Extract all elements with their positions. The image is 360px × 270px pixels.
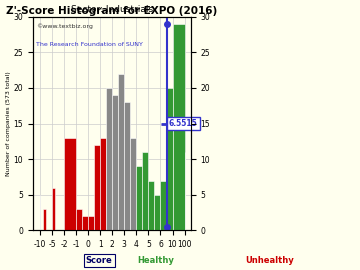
Bar — [136, 166, 143, 231]
Bar — [82, 216, 88, 231]
Bar — [154, 195, 161, 231]
Bar — [148, 181, 154, 231]
Text: Healthy: Healthy — [138, 256, 174, 265]
Text: ©www.textbiz.org: ©www.textbiz.org — [36, 23, 93, 29]
Text: Score: Score — [86, 256, 112, 265]
Bar — [130, 138, 136, 231]
Bar — [100, 138, 106, 231]
Bar — [88, 216, 94, 231]
Bar — [112, 95, 118, 231]
Bar — [94, 145, 100, 231]
Title: Z'-Score Histogram for EXPO (2016): Z'-Score Histogram for EXPO (2016) — [6, 6, 217, 16]
Bar — [64, 138, 76, 231]
Text: Sector: Industrials: Sector: Industrials — [71, 5, 153, 15]
Bar — [124, 102, 130, 231]
Bar — [76, 209, 82, 231]
Y-axis label: Number of companies (573 total): Number of companies (573 total) — [5, 71, 10, 176]
Bar — [43, 209, 46, 231]
Text: Unhealthy: Unhealthy — [245, 256, 294, 265]
Bar — [161, 181, 166, 231]
Bar — [106, 88, 112, 231]
Bar — [172, 24, 185, 231]
Bar — [118, 74, 124, 231]
Bar — [143, 152, 148, 231]
Bar — [166, 88, 172, 231]
Bar — [52, 188, 55, 231]
Text: 6.5515: 6.5515 — [169, 119, 198, 128]
Text: The Research Foundation of SUNY: The Research Foundation of SUNY — [36, 42, 143, 47]
